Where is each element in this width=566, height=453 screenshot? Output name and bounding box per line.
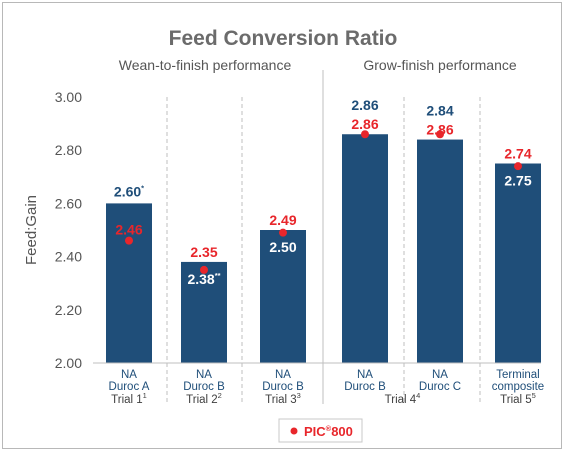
pic-value-label-5: 2.74 (504, 146, 531, 162)
pic-value-label-4: 2.86 (426, 122, 453, 138)
category-label-line1-3: NA (357, 369, 373, 381)
y-tick-label: 2.00 (55, 355, 82, 371)
y-axis-label: Feed:Gain (23, 195, 40, 265)
category-dividers (166, 97, 481, 404)
category-label-line1-5: Terminal (496, 369, 539, 381)
trial-label-1: Trial 22 (186, 391, 222, 406)
legend-sup: ® (326, 424, 332, 433)
category-label-line1-4: NA (432, 369, 448, 381)
category-label-line2-2: Duroc B (262, 381, 304, 393)
category-label-line2-4: Duroc C (419, 381, 461, 393)
pic-point-0 (125, 236, 133, 245)
bars (106, 134, 541, 363)
trial-label-2: Trial 33 (265, 391, 301, 406)
bar-4 (417, 139, 463, 363)
legend-marker (290, 427, 298, 435)
y-tick-label: 2.40 (55, 249, 82, 265)
y-tick-label: 2.80 (55, 142, 82, 158)
pic-value-label-0: 2.46 (115, 222, 142, 238)
category-label-line2-0: Duroc A (109, 381, 150, 393)
pic-point-3 (361, 130, 369, 139)
pic-value-label-3: 2.86 (351, 116, 378, 132)
trial-label-3: Trial 44 (385, 391, 421, 406)
bar-value-label-3: 2.86 (351, 97, 378, 113)
chart-frame (2, 2, 562, 449)
bar-3 (342, 134, 388, 363)
legend-label: PIC®800 (304, 424, 353, 439)
pic-point-5 (514, 162, 522, 171)
y-tick-label: 2.20 (55, 302, 82, 318)
bar-value-label-5: 2.75 (504, 173, 531, 189)
value-labels: 2.60* 2.46 2.38** 2.35 2.50 2.49 2.86 2.86 2.84 2… (114, 97, 532, 287)
bar-0 (106, 203, 152, 363)
pic-point-4 (436, 130, 444, 139)
category-label-line1-1: NA (196, 369, 212, 381)
chart-title: Feed Conversion Ratio (169, 27, 398, 50)
pic-value-label-1: 2.35 (190, 244, 217, 260)
category-label-line2-5: composite (492, 381, 544, 393)
bar-value-label-0: 2.60* (114, 183, 144, 199)
category-label-line1-2: NA (275, 369, 291, 381)
category-label-line2-3: Duroc B (344, 381, 386, 393)
bar-5 (495, 163, 541, 363)
trial-label-4: Trial 55 (500, 391, 536, 406)
bar-2 (260, 230, 306, 363)
pic-point-2 (279, 228, 287, 237)
legend-tail: 800 (331, 424, 353, 439)
bar-1 (181, 261, 227, 363)
bar-value-label-1: 2.38** (187, 271, 220, 287)
trial-label-0: Trial 11 (111, 391, 147, 406)
pic-value-label-2: 2.49 (269, 212, 296, 228)
y-axis-ticks: 2.00 2.20 2.40 2.60 2.80 3.00 (55, 89, 82, 371)
bar-value-label-4: 2.84 (426, 103, 453, 119)
y-tick-label: 3.00 (55, 89, 82, 105)
bar-value-label-2: 2.50 (269, 239, 296, 255)
category-label-line2-1: Duroc B (183, 381, 225, 393)
legend-text: PIC (304, 424, 326, 439)
y-tick-label: 2.60 (55, 195, 82, 211)
pic-point-1 (200, 265, 208, 274)
pic-points (125, 130, 522, 274)
category-label-line1-0: NA (121, 369, 137, 381)
group-title-wean-to-finish: Wean-to-finish performance (119, 57, 292, 73)
group-title-grow-finish: Grow-finish performance (363, 57, 516, 73)
legend-box (278, 418, 363, 443)
